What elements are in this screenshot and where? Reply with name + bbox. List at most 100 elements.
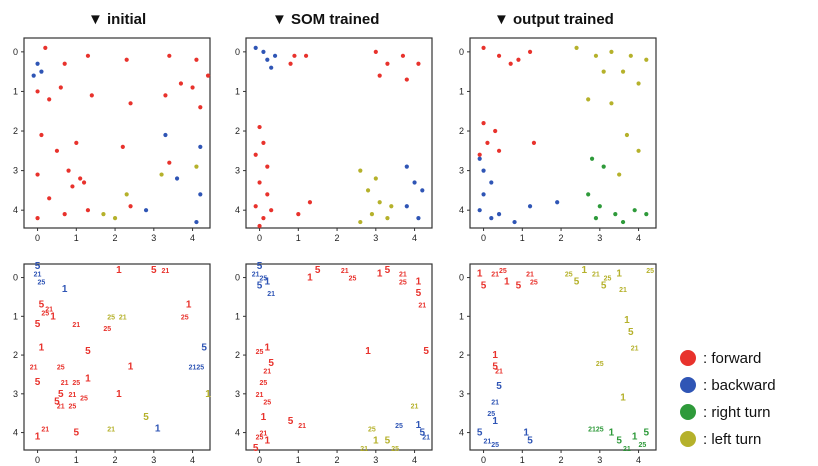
point-backward — [194, 219, 199, 225]
point-forward — [257, 124, 262, 130]
point-label-forward: 25 — [256, 349, 264, 356]
point-backward — [477, 156, 482, 161]
point-right_turn — [597, 204, 602, 209]
legend-marker-backward — [680, 377, 696, 393]
point-label-forward: 5 — [315, 265, 321, 276]
point-backward — [31, 73, 36, 78]
point-backward — [198, 192, 203, 197]
point-label-left_turn: 5 — [143, 412, 149, 423]
point-label-left_turn: 21 — [619, 287, 627, 294]
point-forward — [43, 45, 48, 50]
point-label-forward: 21 — [495, 369, 503, 376]
point-backward — [477, 208, 482, 213]
point-label-forward: 21 — [30, 365, 38, 372]
point-label-forward: 21 — [256, 392, 264, 399]
point-backward — [481, 192, 486, 197]
legend-label-right-turn: : right turn — [703, 404, 771, 421]
plot-frame — [469, 263, 657, 451]
point-left_turn — [373, 176, 378, 181]
x-tick-label: 4 — [190, 233, 195, 243]
point-label-forward: 1 — [128, 362, 134, 373]
y-tick-label: 3 — [235, 389, 240, 399]
point-label-forward: 1 — [477, 269, 483, 280]
point-forward — [296, 212, 301, 217]
point-left_turn — [593, 53, 599, 58]
point-forward — [269, 208, 274, 213]
point-left_turn — [101, 212, 106, 217]
y-tick-label: 4 — [235, 205, 240, 215]
y-tick-label: 1 — [459, 311, 464, 321]
point-label-forward: 21 — [399, 272, 407, 279]
y-tick-label: 0 — [235, 273, 240, 283]
point-label-left_turn: 25 — [604, 276, 612, 283]
point-left_turn — [636, 81, 641, 86]
point-label-forward: 5 — [39, 300, 45, 311]
point-forward — [373, 49, 378, 54]
point-label-forward: 5 — [253, 443, 259, 454]
point-forward — [47, 196, 52, 201]
x-tick-label: 2 — [113, 233, 118, 243]
y-tick-label: 4 — [459, 205, 464, 215]
y-tick-label: 3 — [235, 166, 240, 176]
point-forward — [205, 73, 211, 78]
point-forward — [493, 128, 498, 134]
point-backward — [496, 212, 502, 217]
point-forward — [531, 140, 537, 145]
point-forward — [261, 216, 266, 221]
y-tick-label: 4 — [459, 428, 464, 438]
point-label-forward: 1 — [35, 431, 41, 442]
point-label-forward: 5 — [423, 346, 429, 357]
point-left_turn — [112, 216, 118, 221]
point-label-left_turn: 21 — [107, 427, 115, 434]
point-forward — [124, 57, 129, 62]
point-label-forward: 1 — [265, 435, 271, 446]
point-label-left_turn: 21 — [119, 314, 127, 321]
point-label-forward: 25 — [103, 326, 111, 333]
legend-label-left-turn: : left turn — [703, 431, 761, 448]
point-forward — [516, 57, 521, 62]
point-label-forward: 21 — [418, 303, 426, 310]
point-backward — [512, 219, 517, 225]
point-forward — [74, 140, 79, 145]
point-forward — [265, 192, 270, 197]
point-forward — [385, 61, 390, 66]
point-label-left_turn: 1 — [624, 315, 630, 326]
point-label-forward: 5 — [481, 280, 487, 291]
point-right_turn — [589, 156, 595, 161]
x-tick-label: 1 — [296, 455, 301, 465]
point-label-forward: 21 — [260, 431, 268, 438]
scatter-panel-output-trained: 0 1 2 3 4 0 1 2 3 4 — [459, 37, 657, 243]
point-forward — [194, 57, 199, 62]
point-forward — [265, 164, 270, 169]
point-forward — [70, 184, 75, 189]
point-backward — [489, 180, 494, 185]
point-left_turn — [620, 69, 626, 74]
point-label-backward: 21 — [34, 272, 42, 279]
point-left_turn — [574, 45, 579, 50]
point-forward — [128, 101, 133, 106]
point-forward — [481, 121, 486, 126]
point-forward — [167, 160, 172, 165]
point-label-forward: 25 — [399, 279, 407, 286]
point-label-backward: 1 — [155, 424, 161, 435]
y-tick-label: 0 — [13, 273, 18, 283]
point-label-forward: 1 — [39, 342, 45, 353]
y-tick-label: 1 — [459, 86, 464, 96]
point-label-backward: 21 — [422, 434, 430, 441]
point-forward — [404, 77, 409, 82]
point-label-forward: 1 — [365, 346, 371, 357]
point-label-left_turn: 21 — [360, 446, 368, 453]
point-label-forward: 25 — [80, 396, 88, 403]
point-label-backward: 5 — [477, 428, 483, 439]
point-label-forward: 21 — [298, 423, 306, 430]
point-label-forward: 25 — [260, 380, 268, 387]
point-left_turn — [617, 172, 622, 177]
point-label-forward: 21 — [61, 380, 69, 387]
point-backward — [404, 204, 409, 209]
point-label-forward: 25 — [41, 310, 49, 317]
y-tick-label: 4 — [13, 428, 18, 438]
point-forward — [481, 45, 486, 50]
point-label-forward: 25 — [499, 268, 507, 275]
